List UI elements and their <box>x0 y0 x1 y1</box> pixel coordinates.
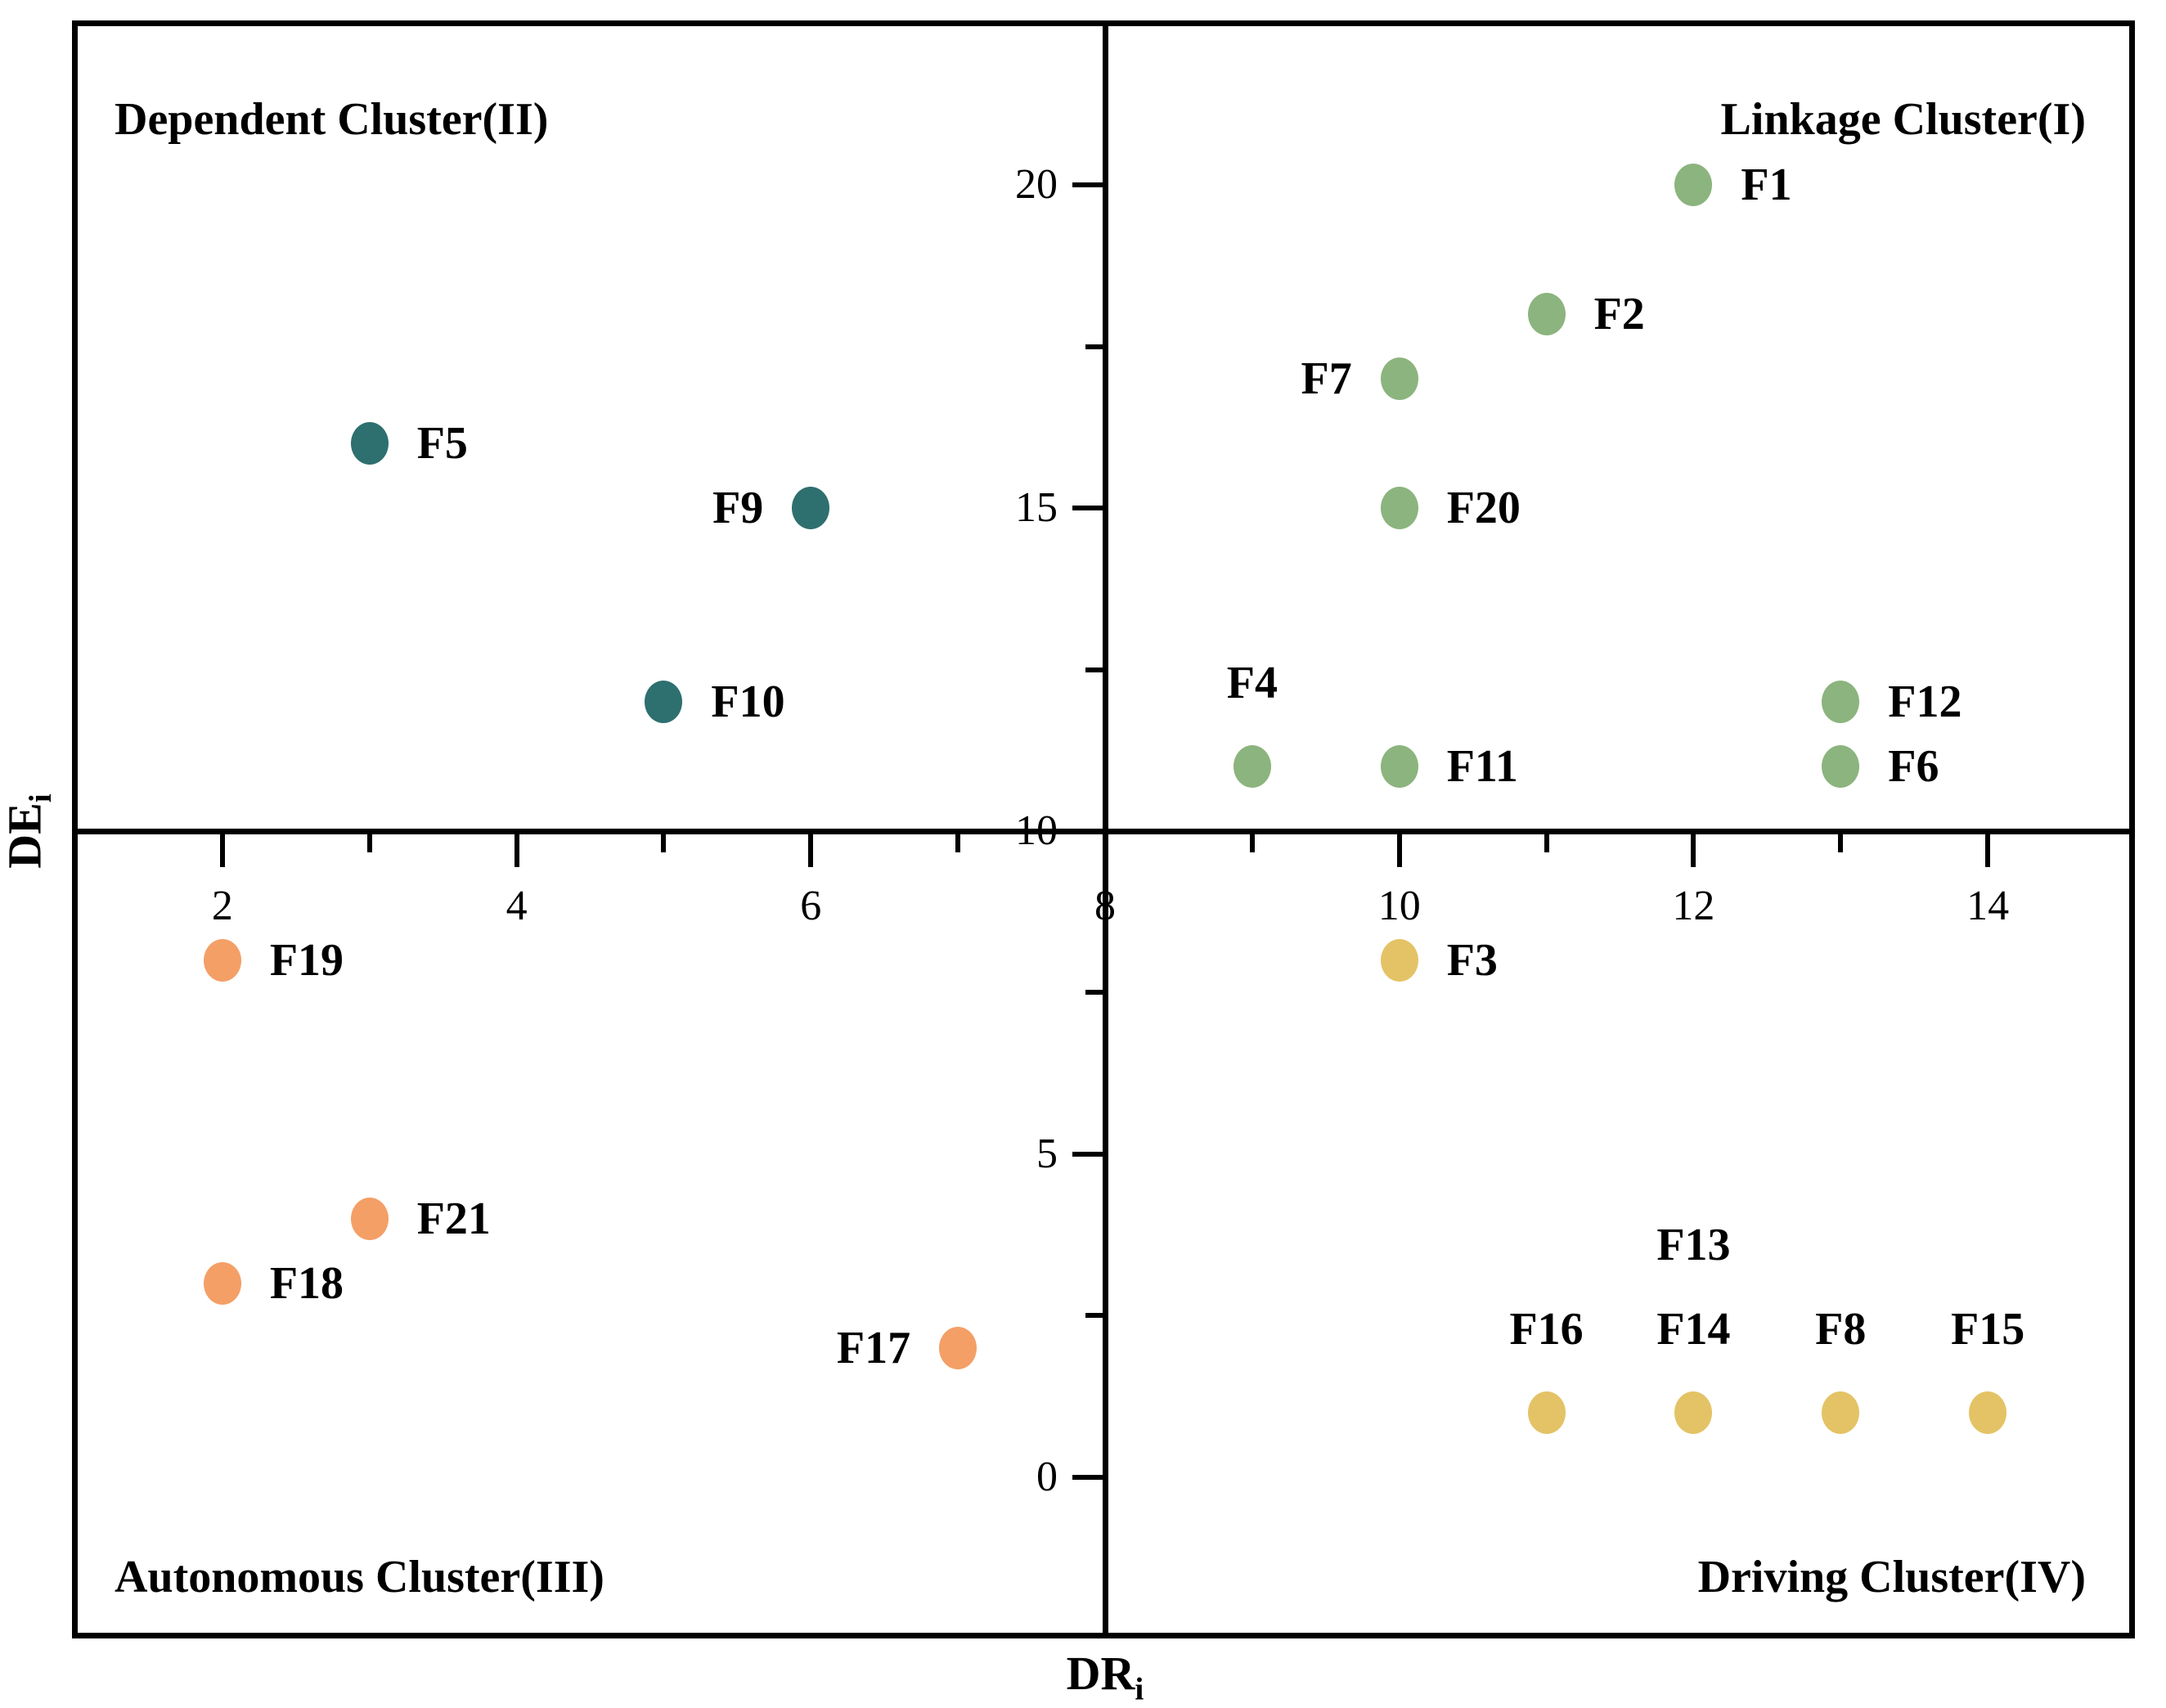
y-tick-label: 10 <box>1015 807 1058 854</box>
x-tick-label: 12 <box>1672 883 1715 929</box>
data-point-F21 <box>350 1197 389 1240</box>
y-axis-title-text: DE <box>0 802 52 869</box>
data-point-F14 <box>1674 1391 1713 1434</box>
x-major-tick <box>1396 831 1402 867</box>
data-point-label-F7: F7 <box>1301 353 1352 405</box>
data-point-F12 <box>1822 681 1860 724</box>
x-minor-tick <box>661 831 667 852</box>
y-major-tick <box>1072 506 1105 511</box>
x-tick-label: 10 <box>1377 883 1421 929</box>
data-point-F2 <box>1527 293 1566 336</box>
data-point-label-F9: F9 <box>712 483 764 534</box>
data-point-label-F5: F5 <box>416 418 468 470</box>
x-major-tick <box>1985 831 1991 867</box>
x-tick-label: 4 <box>506 883 528 929</box>
x-axis-title-text: DR <box>1066 1647 1135 1700</box>
data-point-label-F3: F3 <box>1446 934 1498 986</box>
data-point-F3 <box>1380 938 1418 982</box>
data-point-label-F12: F12 <box>1888 676 1962 728</box>
y-axis-title-subscript: i <box>22 793 59 803</box>
x-tick-label: 2 <box>211 883 233 929</box>
data-point-label-F18: F18 <box>269 1257 344 1309</box>
data-point-label-F17: F17 <box>836 1322 911 1373</box>
data-point-F18 <box>203 1261 241 1305</box>
y-minor-tick <box>1085 344 1105 349</box>
data-point-label-F19: F19 <box>269 934 344 986</box>
data-point-F7 <box>1380 357 1418 401</box>
data-point-F6 <box>1822 745 1860 789</box>
y-tick-label: 0 <box>1036 1453 1058 1500</box>
data-point-F16 <box>1527 1391 1566 1434</box>
data-point-label-F11: F11 <box>1446 741 1518 793</box>
x-major-tick <box>808 831 814 867</box>
data-point-label-F2: F2 <box>1593 289 1645 340</box>
y-major-tick <box>1072 1474 1105 1480</box>
y-minor-tick <box>1085 1313 1105 1319</box>
y-minor-tick <box>1085 990 1105 996</box>
data-point-F19 <box>203 938 241 982</box>
data-point-F1 <box>1674 164 1713 207</box>
y-major-tick <box>1072 829 1105 834</box>
data-point-label-F16: F16 <box>1509 1303 1584 1355</box>
y-major-tick <box>1072 182 1105 188</box>
data-point-F20 <box>1380 487 1418 530</box>
x-minor-tick <box>1838 831 1844 852</box>
data-point-label-F6: F6 <box>1888 741 1939 793</box>
x-major-tick <box>514 831 519 867</box>
data-point-F9 <box>792 487 830 530</box>
y-tick-label: 5 <box>1036 1130 1058 1177</box>
data-point-F10 <box>645 681 683 724</box>
quadrant-title-autonomous-cluster: Autonomous Cluster(III) <box>115 1552 604 1602</box>
quadrant-title-driving-cluster: Driving Cluster(IV) <box>1697 1552 2086 1602</box>
y-tick-label: 15 <box>1015 484 1058 532</box>
x-tick-label: 8 <box>1094 883 1116 929</box>
data-point-label-F1: F1 <box>1741 160 1792 211</box>
quadrant-title-dependent-cluster: Dependent Cluster(II) <box>115 94 549 145</box>
data-point-label-F10: F10 <box>711 676 785 728</box>
x-minor-tick <box>955 831 961 852</box>
data-point-F17 <box>939 1326 977 1369</box>
data-point-label-F13: F13 <box>1656 1219 1731 1270</box>
data-point-label-F4: F4 <box>1226 658 1278 709</box>
data-point-label-F21: F21 <box>416 1193 491 1244</box>
data-point-label-F20: F20 <box>1446 483 1521 534</box>
data-point-label-F15: F15 <box>1951 1303 2025 1355</box>
x-tick-label: 14 <box>1966 883 2010 929</box>
x-axis-title-subscript: i <box>1135 1670 1144 1707</box>
data-point-label-F8: F8 <box>1815 1303 1867 1355</box>
x-minor-tick <box>366 831 372 852</box>
y-minor-tick <box>1085 667 1105 672</box>
data-point-F11 <box>1380 745 1418 789</box>
x-minor-tick <box>1544 831 1549 852</box>
data-point-F8 <box>1822 1391 1860 1434</box>
data-point-label-F14: F14 <box>1656 1303 1731 1355</box>
x-axis-title: DRi <box>1066 1646 1144 1705</box>
y-tick-label: 20 <box>1015 161 1058 209</box>
x-major-tick <box>1103 831 1108 867</box>
x-tick-label: 6 <box>800 883 822 929</box>
data-point-F4 <box>1233 745 1271 789</box>
x-major-tick <box>1691 831 1696 867</box>
x-major-tick <box>219 831 225 867</box>
y-major-tick <box>1072 1151 1105 1157</box>
x-minor-tick <box>1249 831 1255 852</box>
data-point-F15 <box>1969 1391 2007 1434</box>
quadrant-title-linkage-cluster: Linkage Cluster(I) <box>1720 94 2086 145</box>
y-axis-title: DEi <box>0 793 58 869</box>
data-point-F5 <box>350 422 389 465</box>
